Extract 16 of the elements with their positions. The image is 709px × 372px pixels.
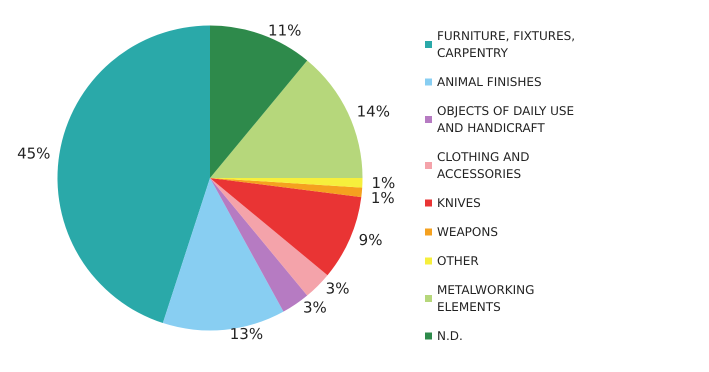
legend-label: CLOTHING AND ACCESSORIES	[437, 150, 534, 181]
data-label: 14%	[356, 102, 390, 120]
legend-label: OTHER	[437, 254, 479, 268]
data-label: 3%	[326, 280, 350, 298]
legend-label: METALWORKING ELEMENTS	[437, 283, 538, 314]
legend-label: N.D.	[437, 329, 463, 343]
data-label: 45%	[17, 144, 50, 163]
data-label: 11%	[268, 22, 302, 40]
data-label: 3%	[302, 298, 327, 316]
legend-label: ANIMAL FINISHES	[437, 75, 542, 89]
legend-label: OBJECTS OF DAILY USE AND HANDICRAFT	[437, 104, 578, 135]
legend-label: WEAPONS	[437, 225, 498, 239]
data-label: 13%	[230, 324, 264, 343]
legend-label: FURNITURE, FIXTURES, CARPENTRY	[437, 29, 579, 60]
data-label: 9%	[358, 231, 382, 250]
legend-label: KNIVES	[437, 196, 481, 210]
